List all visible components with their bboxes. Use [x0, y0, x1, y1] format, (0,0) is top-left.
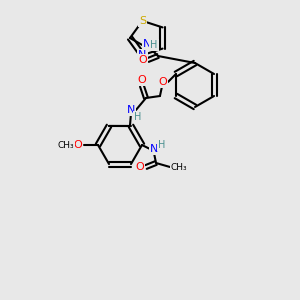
Text: O: O [136, 162, 144, 172]
Text: CH₃: CH₃ [58, 140, 74, 149]
Text: CH₃: CH₃ [171, 163, 187, 172]
Text: N: N [150, 144, 158, 154]
Text: N: N [143, 39, 151, 49]
Text: S: S [139, 16, 146, 26]
Text: O: O [74, 140, 82, 150]
Text: O: O [159, 77, 167, 87]
Text: H: H [134, 112, 142, 122]
Text: O: O [139, 55, 147, 65]
Text: H: H [158, 140, 166, 150]
Text: N: N [138, 50, 147, 60]
Text: H: H [150, 40, 158, 50]
Text: O: O [138, 75, 146, 85]
Text: N: N [127, 105, 135, 115]
